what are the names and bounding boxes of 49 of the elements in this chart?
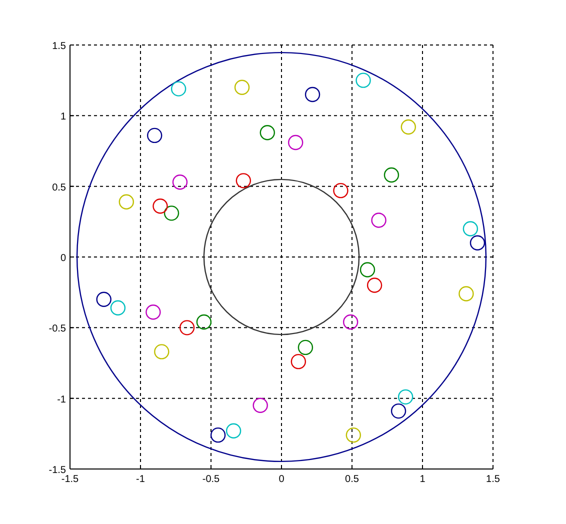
point (333, 182, 348, 198)
point (210, 427, 226, 443)
point (252, 398, 268, 413)
point (147, 128, 162, 144)
point (152, 198, 168, 214)
point (179, 320, 195, 336)
point (304, 86, 320, 102)
y-tick-label: 1 (60, 112, 66, 123)
point (366, 278, 382, 293)
x-tick-label: 1.5 (486, 474, 500, 485)
x-tick-label: -0.5 (202, 474, 220, 485)
point (164, 206, 180, 221)
point (458, 286, 474, 302)
y-tick-label: -1.5 (48, 465, 66, 476)
y-tick-label: 1.5 (52, 41, 66, 52)
point (236, 173, 252, 188)
point (172, 174, 188, 190)
point (226, 423, 242, 438)
point (110, 300, 126, 316)
point (154, 344, 170, 360)
y-tick-label: 0 (60, 253, 66, 264)
x-tick-label: 1 (420, 474, 426, 485)
point (346, 427, 362, 443)
point (398, 389, 414, 405)
point (360, 262, 376, 278)
x-tick-label: -1 (136, 474, 146, 485)
point (96, 292, 112, 307)
point (118, 194, 134, 210)
point (290, 354, 306, 370)
point (298, 340, 314, 356)
point (371, 212, 386, 228)
y-tick-label: 0.5 (52, 182, 66, 194)
point (288, 134, 304, 150)
point (390, 403, 406, 419)
point (462, 221, 478, 236)
point (234, 80, 250, 95)
y-tick-label: -0.5 (48, 324, 66, 335)
point (260, 125, 275, 140)
x-tick-label: 0 (278, 474, 285, 485)
point (196, 314, 212, 330)
point (400, 119, 416, 135)
point (470, 235, 486, 250)
point (356, 72, 371, 88)
point (342, 314, 358, 330)
x-tick-label: 0.5 (345, 474, 360, 485)
y-tick-label: -1 (57, 394, 66, 406)
point (146, 304, 161, 320)
point (384, 167, 400, 183)
point (170, 81, 186, 96)
